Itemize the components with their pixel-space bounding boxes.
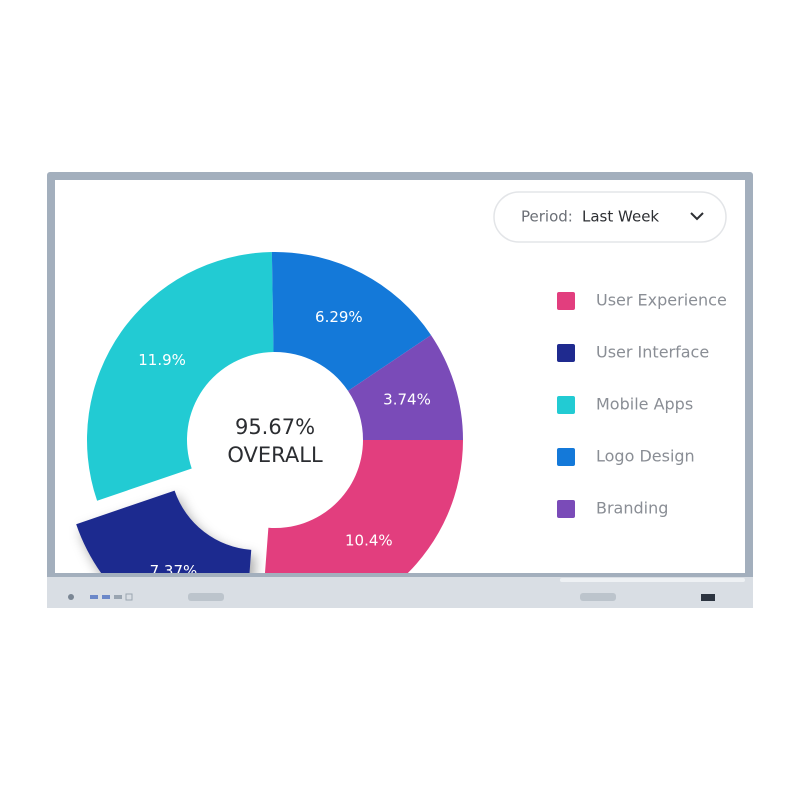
slice-value-label: 3.74%: [383, 390, 431, 408]
slice-value-label: 7.37%: [150, 562, 198, 580]
legend-swatch: [557, 292, 575, 310]
legend-label: Branding: [596, 499, 668, 518]
slice-value-label: 10.4%: [345, 532, 393, 550]
dropdown-box[interactable]: [493, 191, 727, 243]
legend-label: User Experience: [596, 291, 727, 310]
donut-slice: [86, 252, 274, 501]
donut-slice: [348, 335, 463, 440]
legend-label: Logo Design: [596, 447, 695, 466]
legend-swatch: [557, 448, 575, 466]
port-icon: [125, 593, 133, 601]
donut-slice: [76, 490, 252, 573]
legend-label: Mobile Apps: [596, 395, 693, 414]
bar-highlight: [560, 578, 745, 582]
speaker-grille: [580, 593, 616, 601]
slice-value-label: 6.29%: [315, 308, 363, 326]
port-icon: [114, 595, 122, 599]
period-dropdown[interactable]: Period: Last Week: [493, 191, 727, 243]
center-value: 95.67%: [235, 415, 315, 439]
speaker-grille: [188, 593, 224, 601]
monitor-bottom-bar: [47, 577, 753, 608]
donut-slice: [264, 440, 463, 573]
port-icon: [90, 595, 98, 599]
power-icon: [68, 594, 74, 600]
period-value: Last Week: [582, 208, 659, 226]
slice-value-label: 11.9%: [138, 351, 186, 369]
donut-slice: [271, 251, 432, 391]
center-caption: OVERALL: [227, 443, 323, 467]
legend-swatch: [557, 500, 575, 518]
chevron: [690, 212, 704, 221]
period-label: Period:: [521, 208, 573, 226]
legend-swatch: [557, 396, 575, 414]
legend: User Experience User Interface Mobile Apps…: [557, 291, 727, 518]
chart-area: 10.4% 11.9% 6.29% 3.74% 7.37% 95.67% OVERALL: [76, 251, 463, 580]
legend-swatch: [557, 344, 575, 362]
port-icon: [102, 595, 110, 599]
legend-label: User Interface: [596, 343, 709, 362]
sensor-icon: [701, 594, 715, 601]
